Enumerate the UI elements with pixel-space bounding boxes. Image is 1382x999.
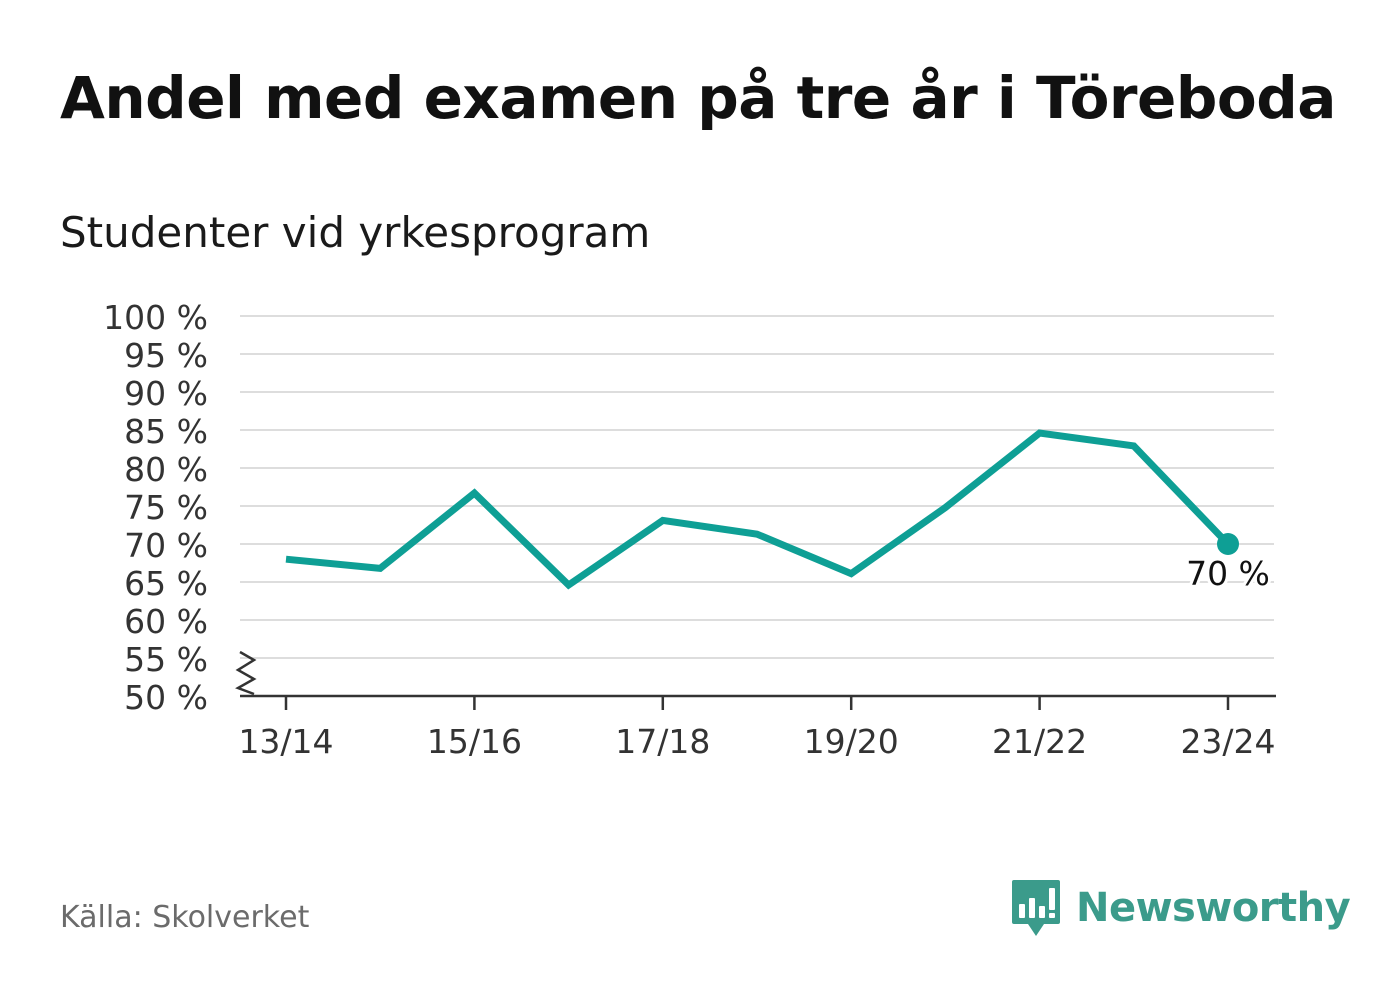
brand-name: Newsworthy	[1076, 885, 1351, 931]
series-line	[285, 429, 1231, 590]
y-tick-label: 80 %	[124, 450, 208, 489]
source-note: Källa: Skolverket	[60, 900, 310, 935]
y-tick-label: 90 %	[124, 374, 208, 413]
y-tick-label: 55 %	[124, 640, 208, 679]
x-tick-label: 23/24	[1180, 722, 1275, 761]
y-tick-label: 100 %	[103, 298, 208, 337]
chart-subtitle: Studenter vid yrkesprogram	[60, 208, 651, 257]
x-tick-label: 19/20	[804, 722, 899, 761]
y-tick-label: 75 %	[124, 488, 208, 527]
grid-lines	[240, 315, 1274, 659]
line-chart: 50 %55 %60 %65 %70 %75 %80 %85 %90 %95 %…	[103, 298, 1276, 761]
y-tick-label: 65 %	[124, 564, 208, 603]
y-tick-label: 70 %	[124, 526, 208, 565]
series: 70 %	[285, 429, 1273, 596]
x-axis-tick-labels: 13/14 15/16 17/18 19/20 21/22 23/24	[238, 722, 1275, 761]
y-tick-label: 60 %	[124, 602, 208, 641]
x-tick-label: 15/16	[427, 722, 522, 761]
x-tick-label: 21/22	[992, 722, 1087, 761]
bar-chart-speech-bubble-icon	[1012, 880, 1060, 936]
y-tick-label: 50 %	[124, 678, 208, 717]
axis-break-mark	[235, 650, 257, 696]
last-data-point	[1217, 533, 1239, 555]
x-tick-label: 17/18	[615, 722, 710, 761]
x-axis	[235, 650, 1276, 710]
chart-title: Andel med examen på tre år i Töreboda	[60, 64, 1336, 132]
y-axis-tick-labels: 50 %55 %60 %65 %70 %75 %80 %85 %90 %95 %…	[103, 298, 208, 717]
y-tick-label: 85 %	[124, 412, 208, 451]
x-tick-label: 13/14	[238, 722, 333, 761]
brand-logo: Newsworthy	[1010, 878, 1351, 938]
y-tick-label: 95 %	[124, 336, 208, 375]
last-point-data-label: 70 %	[1186, 554, 1270, 593]
